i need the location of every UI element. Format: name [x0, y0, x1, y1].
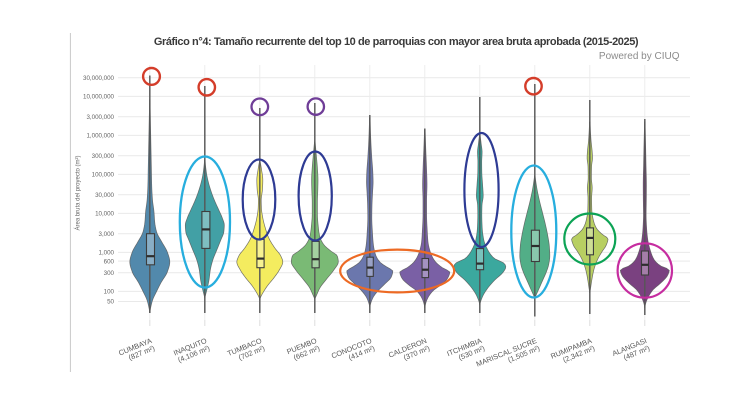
svg-text:300,000: 300,000: [92, 153, 115, 160]
svg-text:10,000,000: 10,000,000: [83, 94, 115, 101]
svg-text:1,000,000: 1,000,000: [86, 133, 114, 140]
svg-text:100,000: 100,000: [92, 172, 115, 179]
svg-text:Área bruta del proyecto (m²): Área bruta del proyecto (m²): [75, 155, 82, 230]
svg-text:Powered by CIUQ: Powered by CIUQ: [599, 51, 680, 62]
svg-text:600: 600: [104, 258, 115, 265]
svg-text:30,000,000: 30,000,000: [83, 75, 115, 82]
svg-text:300: 300: [104, 270, 115, 277]
svg-text:1,000: 1,000: [99, 250, 115, 257]
svg-text:3,000: 3,000: [99, 231, 115, 238]
svg-text:50: 50: [107, 299, 114, 306]
svg-text:30,000: 30,000: [95, 192, 114, 199]
svg-text:3,000,000: 3,000,000: [86, 114, 114, 121]
svg-text:Gráfico n°4: Tamaño recurrente: Gráfico n°4: Tamaño recurrente del top 1…: [154, 36, 639, 48]
svg-text:10,000: 10,000: [95, 211, 114, 218]
svg-text:100: 100: [104, 289, 115, 296]
